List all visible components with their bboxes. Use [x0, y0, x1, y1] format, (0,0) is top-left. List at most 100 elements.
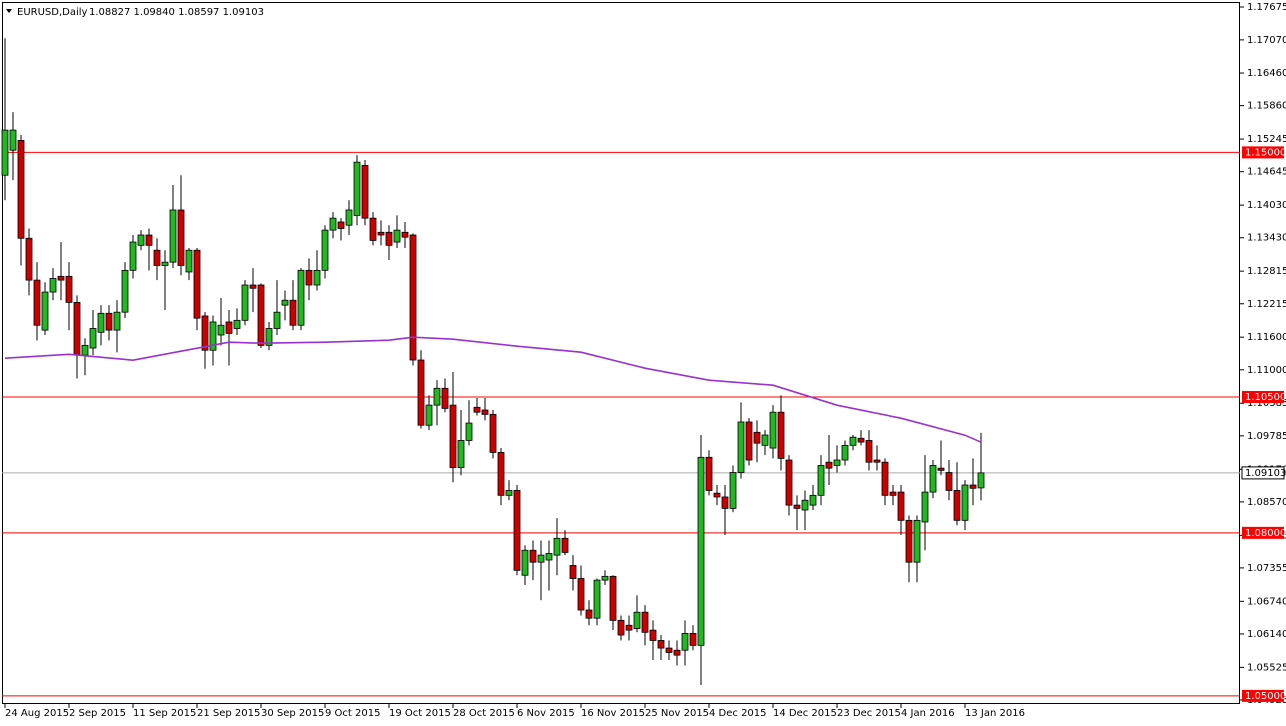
- candle-body: [713, 492, 721, 498]
- candle-body: [977, 472, 985, 489]
- candle-body: [665, 647, 673, 653]
- x-tick-label: 9 Oct 2015: [325, 708, 380, 719]
- candle-body: [73, 301, 81, 356]
- x-tick-label: 11 Sep 2015: [133, 708, 196, 719]
- candle-body: [449, 404, 457, 469]
- candle-body: [657, 640, 665, 649]
- y-tick-label: 1.17675: [1247, 2, 1286, 13]
- candle-body: [105, 312, 113, 331]
- candle-body: [233, 319, 241, 329]
- candle-body: [873, 459, 881, 463]
- candle-body: [649, 629, 657, 641]
- candle-body: [729, 472, 737, 509]
- candle-body: [465, 422, 473, 441]
- y-tick-label: 1.14645: [1247, 167, 1286, 178]
- candle-body: [561, 537, 569, 553]
- candle-body: [393, 229, 401, 243]
- candle-body: [417, 359, 425, 426]
- candle-body: [937, 467, 945, 471]
- x-tick-label: 4 Jan 2016: [901, 708, 955, 719]
- candle-body: [161, 261, 169, 266]
- candle-body: [241, 284, 249, 321]
- y-tick-label: 1.11000: [1247, 365, 1286, 376]
- candle-body: [49, 278, 57, 293]
- candle-body: [297, 269, 305, 326]
- candle-body: [329, 217, 337, 231]
- candle-body: [113, 311, 121, 331]
- candle-body: [705, 456, 713, 491]
- candle-body: [681, 632, 689, 651]
- x-tick-label: 6 Nov 2015: [517, 708, 575, 719]
- y-tick-label: 1.17070: [1247, 35, 1286, 46]
- candle-body: [889, 491, 897, 496]
- chart-title: EURUSD,Daily: [17, 7, 88, 18]
- candle-body: [697, 456, 705, 646]
- candle-body: [473, 406, 481, 413]
- x-tick-label: 21 Sep 2015: [197, 708, 260, 719]
- candle-body: [177, 209, 185, 266]
- x-tick-label: 23 Dec 2015: [837, 708, 901, 719]
- candle-body: [129, 241, 137, 271]
- candle-body: [457, 440, 465, 469]
- candle-body: [257, 284, 265, 346]
- candle-body: [881, 461, 889, 496]
- x-tick-label: 2 Sep 2015: [69, 708, 126, 719]
- candle-body: [513, 490, 521, 571]
- candle-body: [425, 404, 433, 426]
- candle-body: [249, 284, 257, 289]
- candle-body: [481, 409, 489, 415]
- candle-body: [169, 209, 177, 263]
- candle-body: [273, 311, 281, 329]
- candle-body: [953, 490, 961, 521]
- level-label: 1.10500: [1245, 392, 1286, 403]
- y-tick-label: 1.16460: [1247, 68, 1286, 79]
- x-tick-label: 4 Dec 2015: [709, 708, 767, 719]
- candle-body: [753, 431, 761, 444]
- y-tick-label: 1.05525: [1247, 662, 1286, 673]
- candle-body: [609, 575, 617, 621]
- y-tick-label: 1.15860: [1247, 101, 1286, 112]
- candle-body: [689, 632, 697, 646]
- x-tick-label: 25 Nov 2015: [645, 708, 709, 719]
- y-tick-label: 1.14030: [1247, 200, 1286, 211]
- candle-body: [89, 328, 97, 349]
- x-tick-label: 30 Sep 2015: [261, 708, 324, 719]
- candle-body: [745, 421, 753, 461]
- candle-body: [33, 279, 41, 326]
- candle-body: [913, 519, 921, 563]
- candle-body: [833, 459, 841, 466]
- candle-body: [289, 299, 297, 326]
- chart-subtitle: 1.08827 1.09840 1.08597 1.09103: [89, 7, 264, 18]
- candle-body: [153, 249, 161, 266]
- menu-arrow[interactable]: [6, 9, 12, 13]
- candle-body: [817, 465, 825, 496]
- candle-body: [305, 269, 313, 286]
- candle-body: [57, 275, 65, 281]
- candle-body: [737, 421, 745, 473]
- y-tick-label: 1.08570: [1247, 497, 1286, 508]
- candle-body: [121, 269, 129, 313]
- candle-body: [961, 484, 969, 521]
- candle-body: [585, 609, 593, 619]
- moving-average: [4, 336, 982, 443]
- candle-body: [969, 484, 977, 489]
- x-tick-label: 28 Oct 2015: [453, 708, 515, 719]
- candle-body: [801, 499, 809, 511]
- candle-body: [217, 324, 225, 336]
- candle-body: [929, 465, 937, 493]
- candle-body: [281, 299, 289, 306]
- candle-body: [785, 459, 793, 506]
- candle-body: [1, 129, 9, 176]
- candle-body: [569, 565, 577, 579]
- candle-body: [353, 161, 361, 216]
- candle-body: [185, 249, 193, 273]
- y-tick-label: 1.13430: [1247, 233, 1286, 244]
- candle-body: [633, 611, 641, 629]
- candle-body: [489, 413, 497, 453]
- candle-body: [321, 229, 329, 271]
- candle-body: [793, 504, 801, 509]
- candle-body: [201, 315, 209, 351]
- candle-body: [361, 165, 369, 219]
- candle-body: [41, 291, 49, 331]
